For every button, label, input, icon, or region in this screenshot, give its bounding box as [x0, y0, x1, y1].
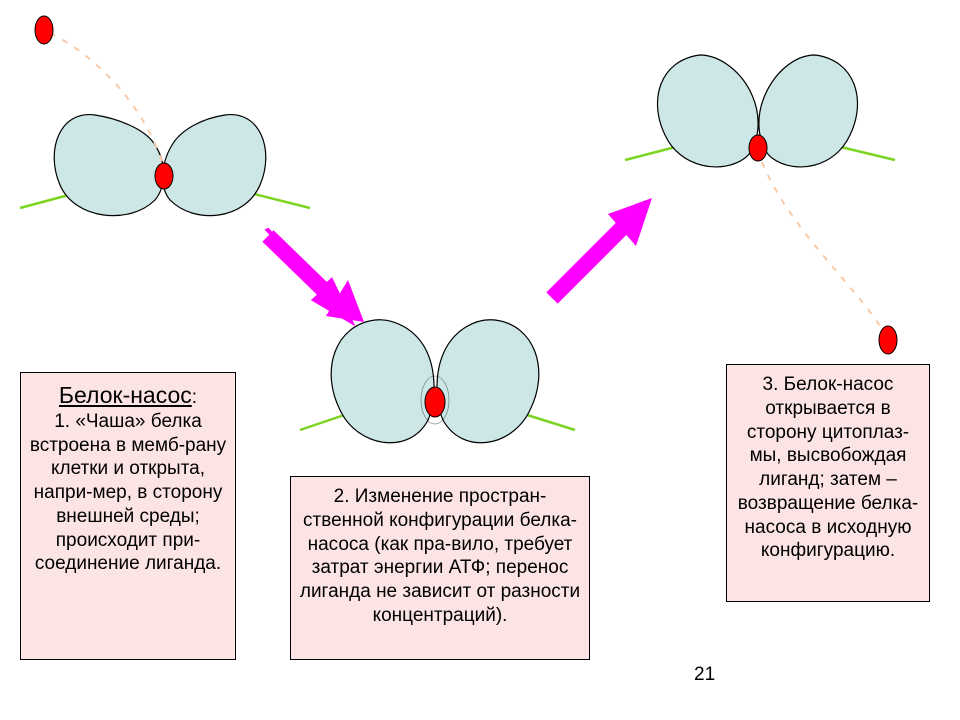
ligand-bound	[155, 163, 173, 189]
caption-box-1: Белок-насос: 1. «Чаша» белка встроена в …	[20, 372, 236, 660]
caption-box-2: 2. Изменение простран-ственной конфигура…	[290, 476, 590, 660]
transition-arrows	[260, 198, 652, 326]
stage-3	[625, 55, 897, 354]
protein-lobe-right	[163, 115, 266, 216]
ligand-bound	[425, 387, 445, 417]
caption-title: Белок-насос	[59, 382, 192, 408]
caption-title-suffix: :	[192, 387, 197, 408]
stage-1	[20, 16, 310, 216]
ligand-free	[879, 326, 897, 354]
protein-lobe-left	[54, 115, 163, 216]
ligand-free	[35, 16, 53, 44]
arrow-1to2	[260, 228, 364, 327]
protein-lobe-left	[658, 55, 759, 167]
caption-body: 3. Белок-насос открывается в сторону цит…	[738, 374, 918, 561]
page-number: 21	[694, 664, 715, 686]
protein-lobe-right	[437, 320, 539, 443]
arrow-2to3	[552, 198, 652, 298]
protein-lobe-left	[331, 320, 434, 443]
caption-body: 1. «Чаша» белка встроена в мемб-рану кле…	[30, 411, 226, 575]
caption-body: 2. Изменение простран-ственной конфигура…	[300, 486, 580, 626]
protein-lobe-right	[759, 55, 858, 167]
ligand-trajectory	[762, 162, 884, 332]
caption-box-3: 3. Белок-насос открывается в сторону цит…	[726, 364, 930, 602]
stage-2	[300, 320, 575, 443]
ligand-releasing	[749, 135, 767, 161]
